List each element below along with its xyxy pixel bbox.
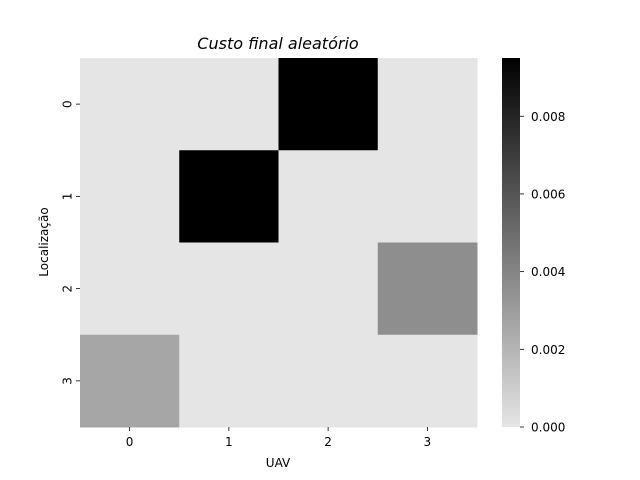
heatmap-cell-r3-c1	[179, 334, 279, 428]
x-axis-ticks: 0 1 2 3	[126, 427, 431, 449]
x-axis-label: UAV	[266, 456, 291, 470]
x-tick-label: 2	[324, 435, 332, 449]
heatmap-cell-r1-c0	[80, 150, 180, 243]
chart-title: Custo final aleatório	[197, 34, 359, 53]
x-tick-label: 3	[424, 435, 432, 449]
heatmap-cell-r3-c0	[80, 334, 180, 428]
heatmap-cell-r0-c2	[278, 58, 379, 151]
x-tick-label: 0	[126, 435, 134, 449]
heatmap-cell-r0-c3	[377, 58, 478, 151]
heatmap-cell-r1-c1	[179, 150, 279, 243]
colorbar-tick-label: 0.000	[531, 421, 565, 435]
heatmap-cell-r0-c0	[80, 58, 180, 151]
y-tick-label: 0	[61, 100, 75, 108]
heatmap-cell-r1-c3	[377, 150, 478, 243]
heatmap-cell-r3-c3	[377, 334, 478, 428]
y-tick-label: 2	[61, 285, 75, 293]
y-tick-label: 3	[61, 377, 75, 385]
heatmap-cell-r3-c2	[278, 334, 379, 428]
heatmap-cell-r2-c3	[377, 242, 478, 336]
heatmap-cell-r1-c2	[278, 150, 379, 243]
colorbar-tick-label: 0.008	[531, 110, 565, 124]
y-axis-ticks: 0 1 2 3	[61, 100, 80, 385]
colorbar-tick-label: 0.006	[531, 187, 565, 201]
colorbar-tick-label: 0.004	[531, 265, 565, 279]
heatmap-cells	[80, 58, 478, 428]
colorbar	[502, 58, 520, 427]
colorbar-tick-label: 0.002	[531, 343, 565, 357]
y-axis-label: Localização	[37, 207, 51, 276]
heatmap-cell-r2-c1	[179, 242, 279, 336]
heatmap-cell-r2-c2	[278, 242, 379, 336]
heatmap-cell-r0-c1	[179, 58, 279, 151]
x-tick-label: 1	[225, 435, 233, 449]
colorbar-ticks: 0.000 0.002 0.004 0.006 0.008	[520, 110, 565, 435]
heatmap-cell-r2-c0	[80, 242, 180, 336]
y-tick-label: 1	[61, 193, 75, 201]
